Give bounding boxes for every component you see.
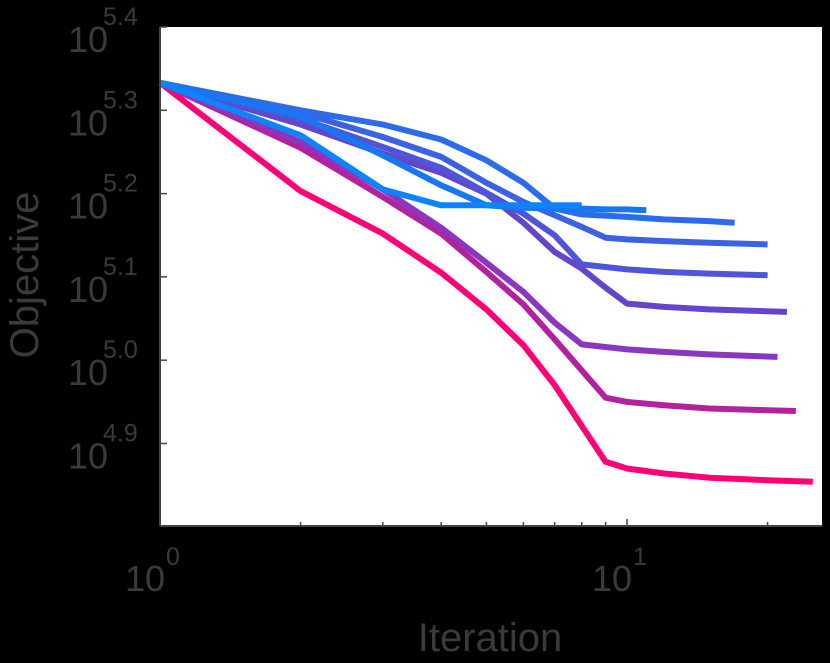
series-line-run-1	[158, 80, 813, 485]
y-tick-label: 10	[68, 186, 108, 227]
x-tick-label: 10	[125, 558, 165, 599]
axes	[159, 26, 822, 527]
y-tick-exponent: 5.4	[103, 3, 138, 31]
series-line-run-9	[158, 79, 582, 209]
y-tick-label: 10	[68, 436, 108, 477]
y-tick-exponent: 5.2	[103, 170, 138, 198]
series-line-run-6	[159, 79, 768, 248]
y-tick-exponent: 4.9	[103, 420, 138, 448]
y-tick-exponent: 5.1	[103, 253, 138, 281]
series-layer	[158, 79, 813, 485]
series-line-run-2	[158, 80, 796, 414]
y-axis-title: Objective	[3, 192, 47, 359]
y-tick-label: 10	[68, 19, 108, 60]
series-line-run-5	[159, 79, 768, 279]
x-axis-title: Iteration	[418, 616, 563, 660]
y-tick-label: 10	[68, 102, 108, 143]
x-tick-exponent: 1	[633, 543, 647, 571]
x-tick-exponent: 0	[166, 543, 180, 571]
y-tick-exponent: 5.3	[103, 86, 138, 114]
y-tick-exponent: 5.0	[103, 336, 138, 364]
y-tick-label: 10	[68, 269, 108, 310]
x-tick-label: 10	[592, 558, 632, 599]
series-line-run-7	[159, 79, 735, 226]
y-tick-label: 10	[68, 352, 108, 393]
